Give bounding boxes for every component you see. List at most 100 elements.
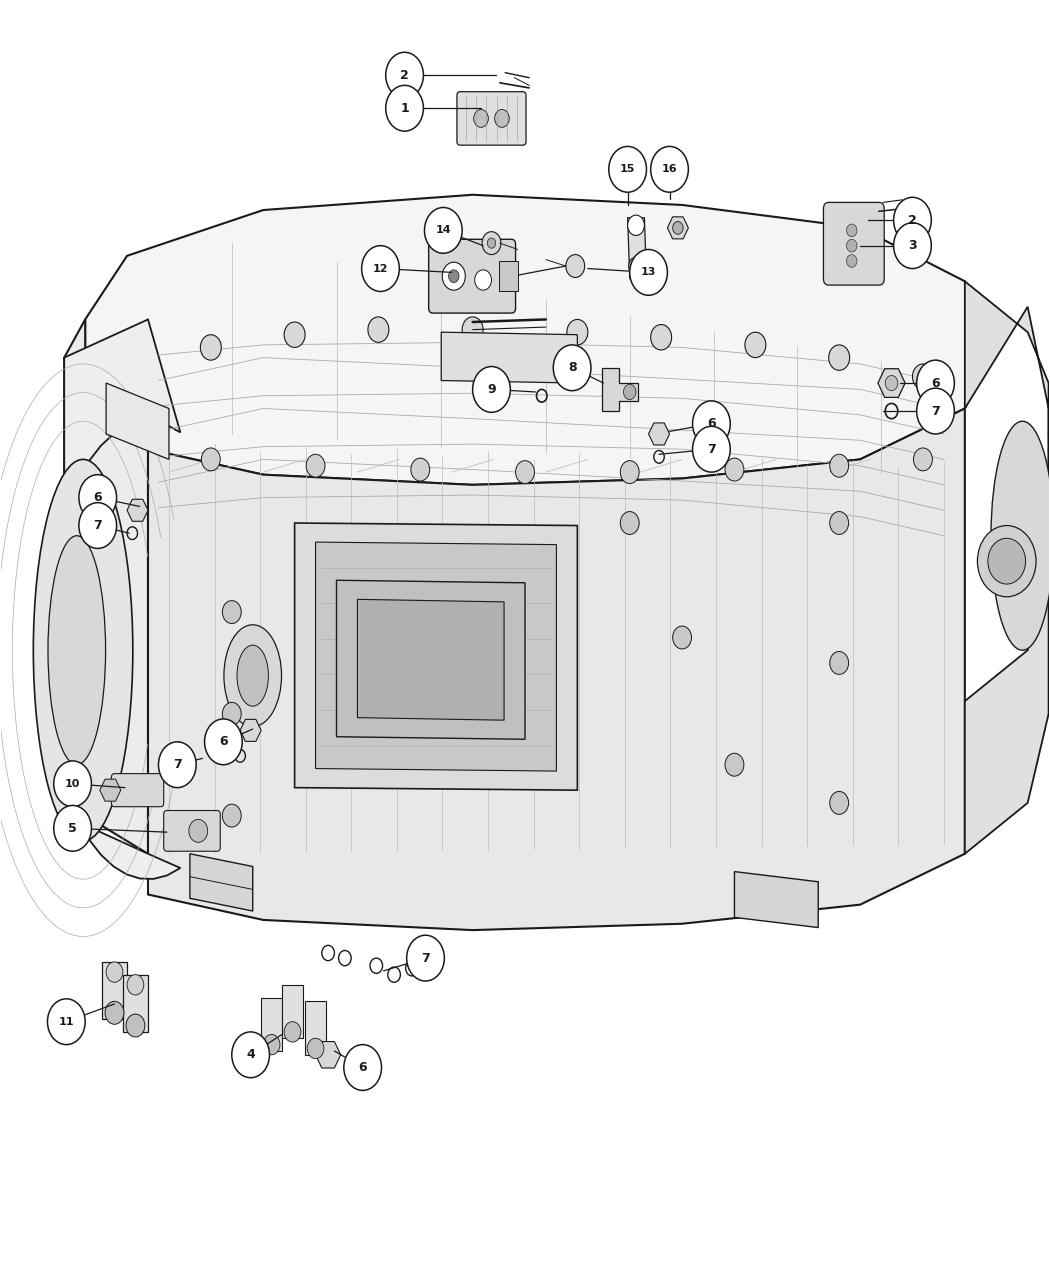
Circle shape bbox=[673, 626, 692, 649]
Circle shape bbox=[621, 511, 639, 534]
Polygon shape bbox=[190, 854, 253, 912]
Circle shape bbox=[472, 366, 510, 412]
Circle shape bbox=[482, 232, 501, 255]
Text: 5: 5 bbox=[68, 822, 77, 835]
Circle shape bbox=[307, 454, 326, 477]
Text: 7: 7 bbox=[707, 442, 716, 455]
Circle shape bbox=[495, 110, 509, 128]
Polygon shape bbox=[668, 217, 689, 238]
Text: 15: 15 bbox=[620, 164, 635, 175]
Circle shape bbox=[673, 222, 684, 235]
FancyBboxPatch shape bbox=[428, 240, 516, 314]
Polygon shape bbox=[261, 997, 282, 1051]
FancyBboxPatch shape bbox=[164, 811, 220, 852]
Circle shape bbox=[406, 935, 444, 980]
Circle shape bbox=[978, 525, 1036, 597]
Circle shape bbox=[308, 1038, 324, 1058]
Circle shape bbox=[516, 460, 534, 483]
Polygon shape bbox=[316, 542, 556, 771]
Circle shape bbox=[487, 238, 496, 249]
Circle shape bbox=[828, 346, 849, 370]
Polygon shape bbox=[123, 974, 148, 1031]
Circle shape bbox=[361, 246, 399, 292]
Circle shape bbox=[47, 998, 85, 1044]
Circle shape bbox=[830, 792, 848, 815]
Circle shape bbox=[846, 224, 857, 237]
Text: 6: 6 bbox=[219, 736, 228, 748]
Circle shape bbox=[232, 1031, 270, 1077]
Text: 13: 13 bbox=[640, 268, 656, 278]
Polygon shape bbox=[441, 333, 578, 382]
Circle shape bbox=[567, 320, 588, 346]
Text: 3: 3 bbox=[908, 240, 917, 252]
Polygon shape bbox=[649, 423, 670, 445]
Circle shape bbox=[223, 703, 242, 725]
Circle shape bbox=[629, 258, 644, 275]
Circle shape bbox=[474, 110, 488, 128]
Text: 6: 6 bbox=[358, 1061, 367, 1074]
Circle shape bbox=[202, 448, 220, 470]
Circle shape bbox=[914, 448, 932, 470]
Circle shape bbox=[285, 323, 306, 347]
Ellipse shape bbox=[237, 645, 269, 706]
Circle shape bbox=[106, 961, 123, 982]
Polygon shape bbox=[734, 872, 818, 928]
Polygon shape bbox=[127, 500, 148, 521]
Polygon shape bbox=[878, 368, 905, 398]
Polygon shape bbox=[240, 719, 261, 741]
Circle shape bbox=[917, 360, 954, 405]
Circle shape bbox=[894, 223, 931, 269]
Circle shape bbox=[846, 255, 857, 268]
Circle shape bbox=[988, 538, 1026, 584]
Polygon shape bbox=[603, 367, 638, 411]
Polygon shape bbox=[64, 320, 148, 854]
Circle shape bbox=[201, 335, 222, 360]
Text: 7: 7 bbox=[931, 404, 940, 417]
Circle shape bbox=[79, 502, 117, 548]
Circle shape bbox=[651, 325, 672, 349]
Circle shape bbox=[566, 255, 585, 278]
Circle shape bbox=[462, 317, 483, 343]
Circle shape bbox=[830, 511, 848, 534]
Circle shape bbox=[894, 198, 931, 244]
Circle shape bbox=[621, 460, 639, 483]
Circle shape bbox=[630, 250, 668, 296]
Circle shape bbox=[830, 454, 848, 477]
Text: 9: 9 bbox=[487, 382, 496, 397]
Circle shape bbox=[917, 388, 954, 434]
Circle shape bbox=[54, 761, 91, 807]
Circle shape bbox=[205, 719, 243, 765]
Text: 14: 14 bbox=[436, 226, 452, 236]
Circle shape bbox=[448, 270, 459, 283]
Text: 8: 8 bbox=[568, 361, 576, 375]
Circle shape bbox=[693, 426, 730, 472]
Circle shape bbox=[105, 1001, 124, 1024]
Text: 4: 4 bbox=[247, 1048, 255, 1061]
Text: 6: 6 bbox=[93, 491, 102, 504]
Circle shape bbox=[223, 601, 242, 623]
Polygon shape bbox=[106, 382, 169, 459]
Circle shape bbox=[846, 240, 857, 252]
Polygon shape bbox=[357, 599, 504, 720]
Circle shape bbox=[651, 147, 689, 193]
Polygon shape bbox=[316, 1042, 340, 1068]
Text: 2: 2 bbox=[908, 214, 917, 227]
Circle shape bbox=[912, 363, 933, 389]
Circle shape bbox=[385, 52, 423, 98]
Text: 11: 11 bbox=[59, 1016, 75, 1026]
Circle shape bbox=[264, 1034, 280, 1054]
Polygon shape bbox=[628, 218, 647, 279]
Polygon shape bbox=[306, 1001, 327, 1054]
Text: 6: 6 bbox=[931, 376, 940, 390]
FancyBboxPatch shape bbox=[457, 92, 526, 145]
Circle shape bbox=[628, 215, 645, 236]
Circle shape bbox=[385, 85, 423, 131]
Text: 1: 1 bbox=[400, 102, 408, 115]
Ellipse shape bbox=[48, 536, 106, 765]
Circle shape bbox=[189, 820, 208, 843]
Circle shape bbox=[411, 458, 429, 481]
Ellipse shape bbox=[34, 459, 132, 842]
Text: 7: 7 bbox=[173, 759, 182, 771]
Circle shape bbox=[885, 375, 898, 390]
Circle shape bbox=[127, 974, 144, 994]
